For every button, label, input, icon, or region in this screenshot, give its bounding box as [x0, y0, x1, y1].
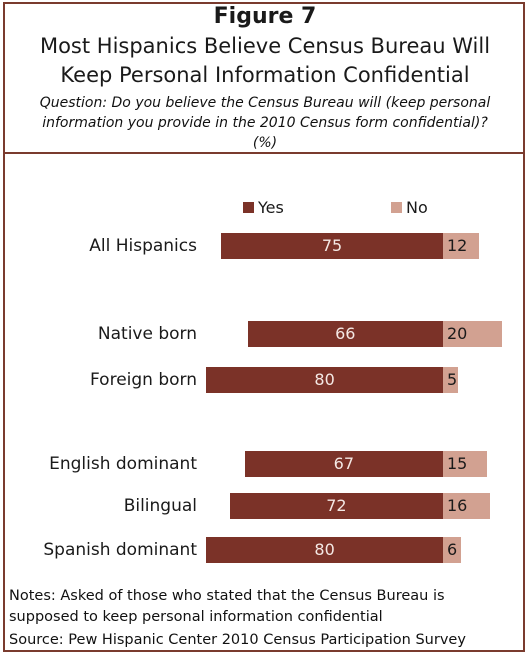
- category-label-native-born: Native born: [97, 324, 197, 344]
- bar-yes-native-born: [247, 321, 443, 347]
- value-label-no-foreign-born: 5: [447, 370, 458, 389]
- bar-yes-spanish-dominant: [206, 537, 443, 563]
- category-label-all-hispanics: All Hispanics: [89, 236, 197, 256]
- figure-label: Figure 7: [213, 4, 317, 29]
- value-label-yes-all-hispanics: 75: [321, 236, 343, 255]
- legend-label-no: No: [406, 198, 428, 217]
- chart-notes: Notes: Asked of those who stated that th…: [9, 586, 524, 628]
- category-label-bilingual: Bilingual: [123, 496, 197, 516]
- bar-yes-foreign-born: [206, 367, 443, 393]
- value-label-no-bilingual: 16: [447, 496, 468, 515]
- bar-no-bilingual: [443, 493, 491, 519]
- legend-label-yes: Yes: [258, 198, 284, 217]
- legend-item-no: No: [391, 198, 428, 217]
- legend-swatch-yes: [243, 202, 254, 213]
- value-label-yes-bilingual: 72: [326, 496, 347, 515]
- legend-item-yes: Yes: [243, 198, 284, 217]
- question-line-2: information you provide in the 2010 Cens…: [42, 115, 488, 131]
- notes-line-2: supposed to keep personal information co…: [9, 609, 383, 625]
- notes-line-1: Notes: Asked of those who stated that th…: [9, 588, 445, 604]
- question-line-1: Question: Do you believe the Census Bure…: [39, 95, 491, 111]
- title-line-2: Keep Personal Information Confidential: [60, 63, 470, 87]
- value-label-yes-native-born: 66: [335, 324, 356, 343]
- value-label-no-english-dominant: 15: [447, 454, 468, 473]
- value-label-yes-spanish-dominant: 80: [314, 540, 335, 559]
- title-line-1: Most Hispanics Believe Census Bureau Wil…: [39, 34, 491, 58]
- value-label-no-all-hispanics: 12: [447, 236, 468, 255]
- bar-no-spanish-dominant: [443, 537, 461, 563]
- bar-yes-all-hispanics: [221, 233, 443, 259]
- category-label-foreign-born: Foreign born: [90, 370, 197, 390]
- question-text: Question: Do you believe the Census Bure…: [12, 93, 518, 153]
- bar-no-english-dominant: [443, 451, 488, 477]
- question-line-3: (%): [252, 135, 278, 151]
- legend: Yes No: [0, 198, 530, 220]
- bar-no-foreign-born: [443, 367, 458, 393]
- value-label-yes-foreign-born: 80: [314, 370, 335, 389]
- category-label-spanish-dominant: Spanish dominant: [43, 540, 197, 560]
- legend-swatch-no: [391, 202, 402, 213]
- chart-source: Source: Pew Hispanic Center 2010 Census …: [9, 632, 466, 648]
- bar-no-all-hispanics: [443, 233, 479, 259]
- chart-title: Most Hispanics Believe Census Bureau Wil…: [10, 32, 520, 90]
- bar-yes-english-dominant: [244, 451, 443, 477]
- value-label-yes-english-dominant: 67: [333, 454, 354, 473]
- figure-frame: [3, 2, 525, 652]
- value-label-no-native-born: 20: [447, 324, 468, 343]
- bar-no-native-born: [443, 321, 503, 347]
- bar-yes-bilingual: [229, 493, 443, 519]
- value-label-no-spanish-dominant: 6: [447, 540, 458, 559]
- header-divider: [3, 152, 525, 154]
- category-label-english-dominant: English dominant: [49, 454, 197, 474]
